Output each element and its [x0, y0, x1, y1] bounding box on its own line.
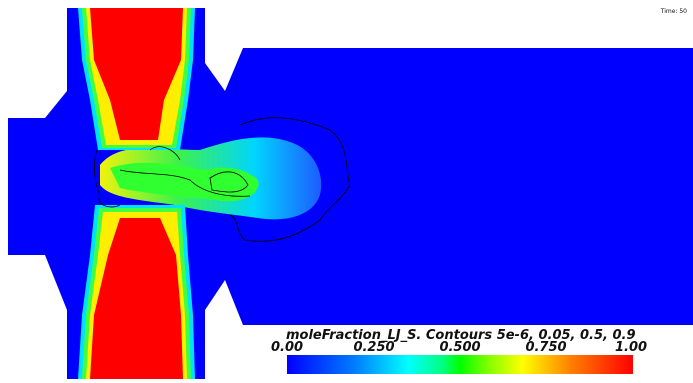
tick-label: 1.00: [614, 340, 648, 355]
contour-inner: [119, 146, 251, 197]
contour-outer: [94, 117, 351, 242]
tick-label: 0.750: [525, 340, 567, 355]
lower-stream-core: [90, 218, 183, 379]
legend-title: moleFraction_LJ_S. Contours 5e-6, 0.05, …: [286, 328, 636, 343]
colorbar: [287, 355, 633, 374]
tick-label: 0.500: [439, 340, 481, 355]
tick-label: 0.00: [270, 340, 304, 355]
upper-stream-core: [90, 8, 183, 140]
time-label: Time: 50: [660, 8, 687, 15]
tick-label: 0.250: [353, 340, 395, 355]
